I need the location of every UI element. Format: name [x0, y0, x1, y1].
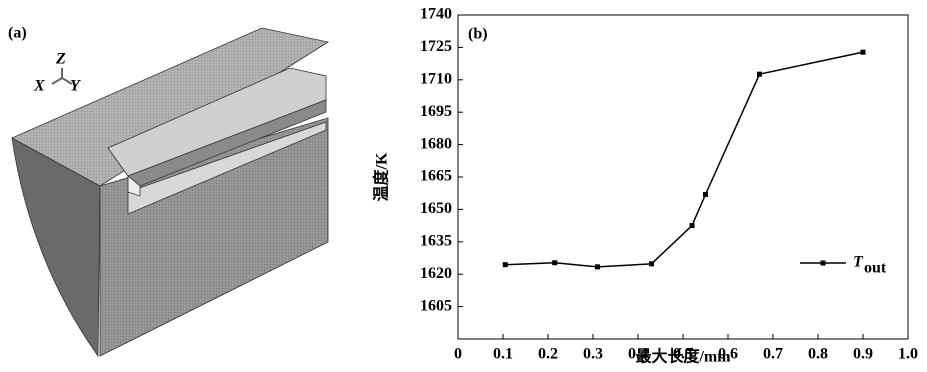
- axis-triad: [52, 78, 62, 84]
- data-point: [503, 262, 508, 267]
- mesh-model: [12, 28, 328, 356]
- axis-z: Z: [55, 51, 66, 68]
- y-tick-label: 1695: [420, 103, 452, 120]
- legend-label: T: [853, 254, 864, 271]
- y-tick-label: 1650: [420, 200, 452, 217]
- panel-label: (b): [468, 26, 488, 43]
- plot-frame: [458, 15, 908, 339]
- data-point: [703, 192, 708, 197]
- x-tick-label: 0.9: [853, 346, 873, 363]
- y-tick-label: 1740: [420, 6, 452, 23]
- chart: 1605 1620 1635 1650 1665 1680 1695 1710 1725 1740…: [372, 6, 918, 366]
- axis-x: X: [33, 78, 45, 95]
- data-point: [552, 260, 557, 265]
- x-tick-label: 0.2: [538, 346, 558, 363]
- y-tick-label: 1725: [420, 38, 452, 55]
- x-tick-label: 0.7: [763, 346, 783, 363]
- panel-label: (a): [8, 25, 27, 42]
- x-axis-label: 最大长度/mm: [635, 347, 731, 366]
- data-point: [861, 50, 866, 55]
- data-point: [649, 261, 654, 266]
- legend-subscript: out: [864, 260, 887, 277]
- figure: (a) Z X Y 1605 1620 1635 1650 1665 1680 1695 17…: [0, 0, 927, 372]
- y-tick-label: 1680: [420, 135, 452, 152]
- x-tick-label: 0.8: [808, 346, 828, 363]
- legend-marker: [821, 261, 826, 266]
- data-point: [690, 223, 695, 228]
- x-tick-label: 1.0: [898, 346, 918, 363]
- x-tick-label: 0: [454, 346, 462, 363]
- data-point: [757, 72, 762, 77]
- y-tick-label: 1605: [420, 297, 452, 314]
- x-tick-label: 0.3: [583, 346, 603, 363]
- data-point: [595, 264, 600, 269]
- axis-y: Y: [70, 78, 81, 95]
- y-axis-label: 温度/K: [372, 152, 391, 202]
- y-tick-label: 1635: [420, 232, 452, 249]
- y-tick-label: 1620: [420, 265, 452, 282]
- page: {"panel_a": {"label": "(a)", "axes": {"z…: [0, 0, 927, 372]
- y-tick-label: 1710: [420, 70, 452, 87]
- x-tick-label: 0.1: [493, 346, 513, 363]
- series-line: [505, 52, 863, 267]
- y-tick-label: 1665: [420, 168, 452, 185]
